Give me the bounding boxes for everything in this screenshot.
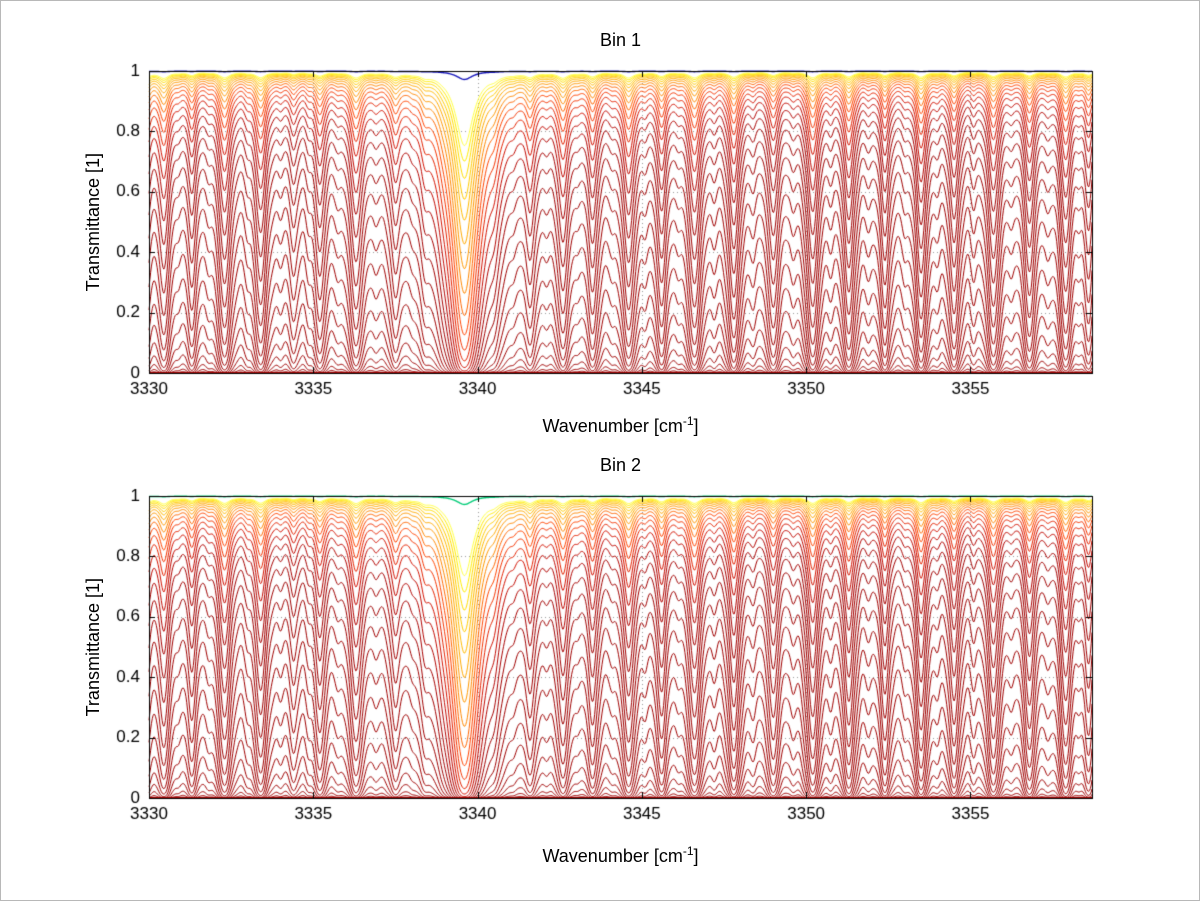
bin2-x-axis-label-sup: -1 xyxy=(682,844,694,858)
bin2-y-axis-label: Transmittance [1] xyxy=(82,577,103,717)
bin2-x-axis-label: Wavenumber [cm-1] xyxy=(149,844,1092,867)
bin1-plot-canvas xyxy=(1,1,1199,451)
bin2-x-axis-label-text: Wavenumber [cm xyxy=(542,846,683,866)
bin2-x-axis-label-end: ] xyxy=(693,846,699,866)
bin1-y-axis-label-wrap: Transmittance [1] xyxy=(73,71,113,373)
bin1-x-axis-label: Wavenumber [cm-1] xyxy=(149,414,1092,437)
bin2-plot-canvas xyxy=(1,451,1199,900)
bin2-title: Bin 2 xyxy=(599,455,642,475)
bin1-x-axis-label-text: Wavenumber [cm xyxy=(542,416,683,436)
bin1-x-axis-label-sup: -1 xyxy=(682,414,694,428)
bin1-x-axis-label-end: ] xyxy=(693,416,699,436)
bin1-title: Bin 1 xyxy=(599,30,642,50)
bin1-y-axis-label: Transmittance [1] xyxy=(82,152,103,292)
bin2-y-axis-label-wrap: Transmittance [1] xyxy=(73,496,113,798)
